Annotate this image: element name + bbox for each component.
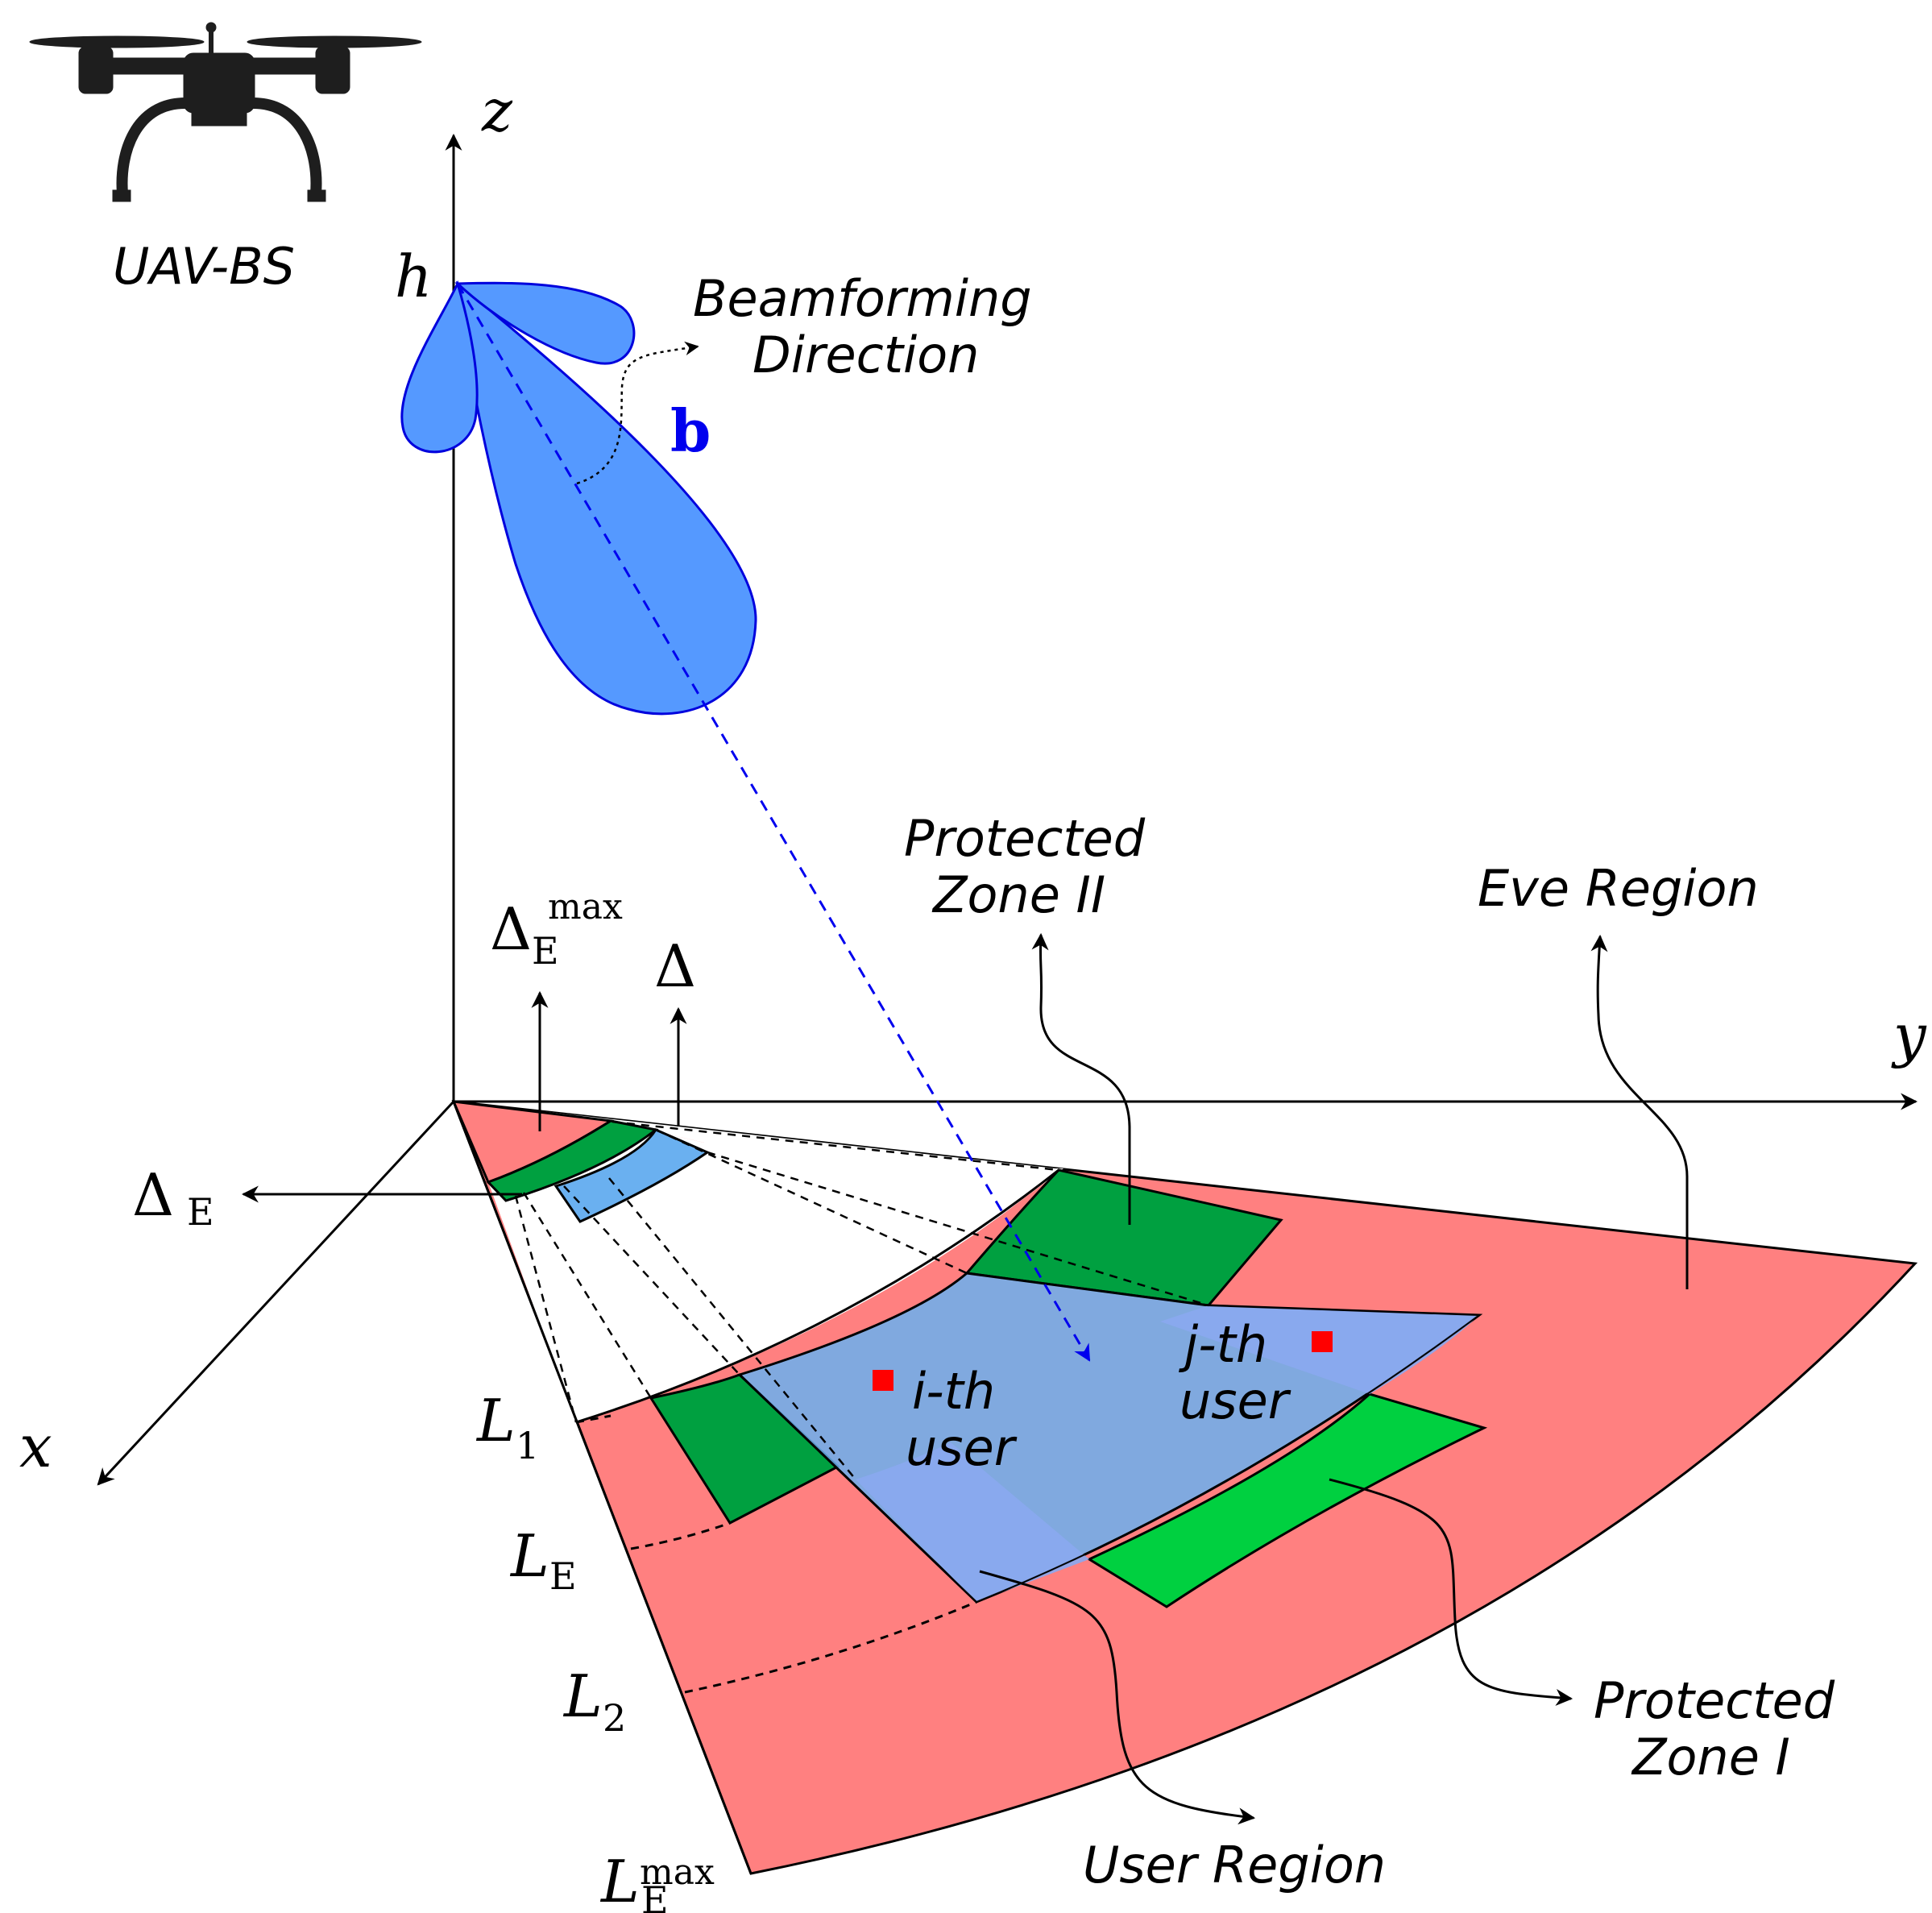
- pz1-label-line2: Zone I: [1631, 1728, 1790, 1786]
- ground-sector: [451, 1100, 1918, 1875]
- j-th-user-label-line2: user: [1180, 1371, 1291, 1430]
- svg-text:Δ: Δ: [132, 1161, 174, 1229]
- j-th-user-label-line1: j-th: [1179, 1315, 1267, 1374]
- pz2-label-line2: Zone II: [931, 865, 1105, 924]
- j-th-user-marker: [1312, 1331, 1333, 1352]
- le-max-label: L E max: [599, 1848, 715, 1913]
- beam-pattern: [400, 280, 757, 716]
- svg-text:Δ: Δ: [490, 895, 532, 963]
- user-region-pointer: [979, 1570, 1256, 1825]
- protected-zone-1: [1086, 1392, 1488, 1608]
- svg-text:2: 2: [603, 1696, 626, 1740]
- beamforming-label-line1: Beamforming: [693, 269, 1032, 328]
- svg-text:max: max: [548, 886, 623, 927]
- main-lobe: [456, 280, 757, 716]
- z-axis-label: z: [481, 77, 513, 144]
- eve-pointer: [1590, 934, 1689, 1289]
- i-th-user-label-line1: i-th: [912, 1362, 995, 1421]
- side-lobe-left: [400, 280, 479, 454]
- pz1-pointer: [1329, 1478, 1573, 1706]
- pz2-pointer: [1031, 932, 1131, 1225]
- svg-text:E: E: [532, 929, 559, 973]
- x-axis-label: x: [19, 1413, 52, 1480]
- le-label: L E: [509, 1522, 577, 1598]
- user-region-overlap-left: [856, 1442, 1089, 1602]
- svg-text:E: E: [187, 1190, 214, 1234]
- h-label: h: [395, 243, 432, 310]
- uav-bs-label: UAV-BS: [113, 237, 295, 296]
- svg-text:1: 1: [516, 1424, 539, 1467]
- eve-region-label: Eve Region: [1478, 859, 1759, 918]
- delta-e-label: Δ E: [132, 1161, 214, 1234]
- beam-pointer: [576, 341, 699, 485]
- svg-text:max: max: [640, 1852, 715, 1893]
- svg-text:L: L: [509, 1522, 549, 1590]
- svg-text:E: E: [641, 1878, 669, 1913]
- l2-label: L 2: [562, 1662, 626, 1740]
- l1-label: L 1: [475, 1387, 539, 1467]
- svg-text:L: L: [599, 1848, 640, 1913]
- beam-direction-vector: [456, 283, 1091, 1362]
- delta-label: Δ: [654, 932, 696, 1000]
- user-region-label: User Region: [1083, 1836, 1386, 1894]
- side-lobe-right: [454, 281, 636, 365]
- pz2-label-line1: Protected: [904, 809, 1146, 868]
- uav-drone-icon: [29, 22, 422, 202]
- i-th-user-marker: [873, 1370, 893, 1391]
- delta-e-max-label: Δ E max: [490, 886, 623, 973]
- svg-text:L: L: [562, 1662, 603, 1730]
- pz1-label-line1: Protected: [1594, 1671, 1835, 1730]
- beam-vector-label: b: [670, 396, 711, 465]
- svg-text:L: L: [475, 1387, 516, 1454]
- i-th-user-label-line2: user: [906, 1418, 1018, 1477]
- beamforming-label-line2: Direction: [752, 326, 979, 384]
- wedge-user-small: [553, 1128, 711, 1223]
- svg-text:E: E: [549, 1554, 577, 1598]
- y-axis-label: y: [1891, 1002, 1927, 1069]
